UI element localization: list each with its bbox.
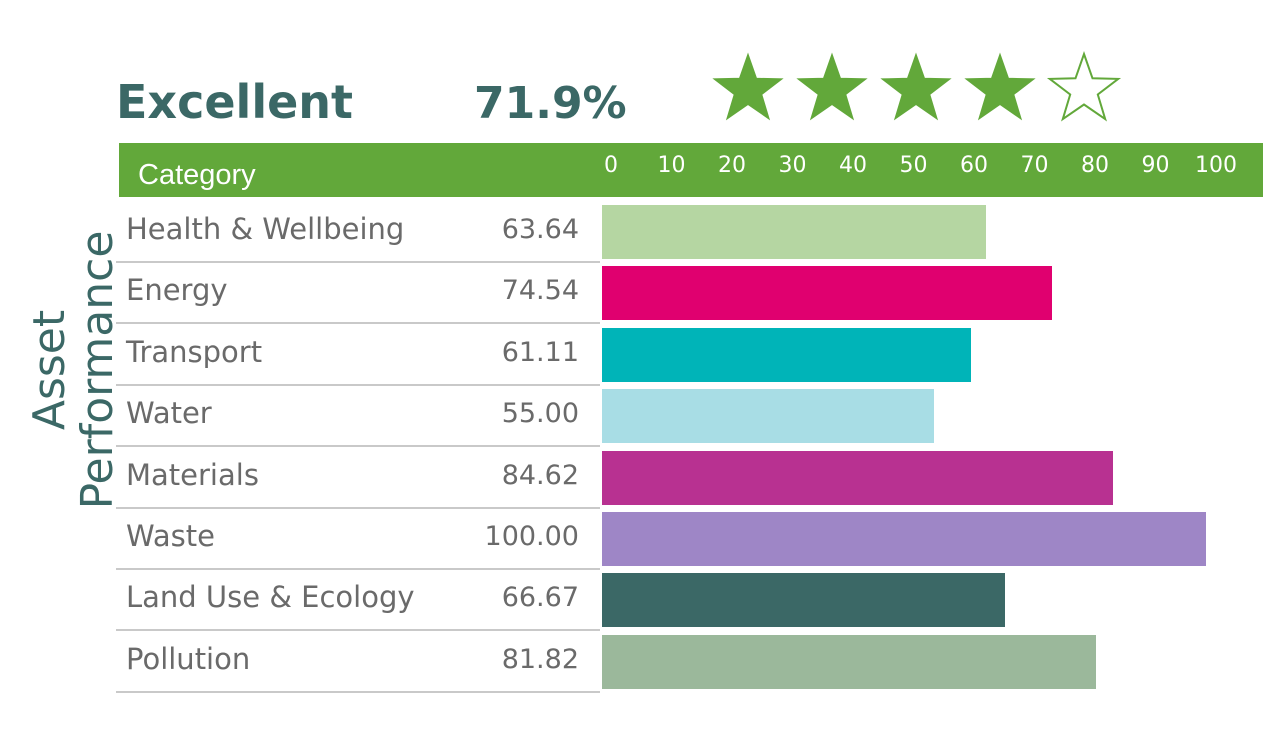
side-title: Asset Performance <box>24 230 123 510</box>
star-empty-icon <box>1046 50 1122 122</box>
x-tick-label: 30 <box>778 153 807 178</box>
row-divider <box>116 568 600 570</box>
category-label: Energy <box>126 273 228 308</box>
value-label: 63.64 <box>501 214 579 245</box>
star-filled-icon <box>964 52 1036 121</box>
side-title-line-1: Asset <box>24 309 75 431</box>
x-tick-label: 90 <box>1141 153 1170 178</box>
bar <box>602 450 1114 505</box>
x-tick-label: 100 <box>1195 153 1237 178</box>
row-divider <box>116 629 600 632</box>
x-tick-label: 10 <box>657 153 686 178</box>
category-header: Category <box>138 159 256 191</box>
value-label: 55.00 <box>501 398 579 430</box>
bar <box>602 389 935 444</box>
value-label: 100.00 <box>484 521 579 552</box>
row-divider <box>116 322 600 325</box>
star-filled-icon <box>712 52 784 121</box>
category-label: Transport <box>126 334 263 369</box>
category-label: Pollution <box>126 641 251 676</box>
row-divider <box>116 690 600 693</box>
x-tick-label: 70 <box>1020 153 1049 178</box>
row-divider <box>116 506 600 509</box>
row-divider <box>116 383 600 386</box>
chart-header-bar: Category 0 10 20 30 40 50 60 70 80 90 100 <box>119 143 1263 197</box>
star-filled-icon <box>796 52 868 121</box>
category-label: Water <box>126 396 212 431</box>
side-title-line-2: Performance <box>72 230 123 510</box>
x-tick-label: 50 <box>899 153 928 178</box>
category-label: Land Use & Ecology <box>126 580 415 615</box>
category-label: Materials <box>126 457 259 492</box>
x-tick-label: 80 <box>1081 153 1109 178</box>
value-label: 74.54 <box>501 275 579 307</box>
value-label: 84.62 <box>501 459 579 491</box>
bar <box>602 205 987 259</box>
bar <box>602 327 972 382</box>
bar <box>602 634 1097 689</box>
value-label: 81.82 <box>501 643 579 675</box>
category-label: Health & Wellbeing <box>126 212 405 246</box>
category-label: Waste <box>126 519 215 553</box>
star-filled-icon <box>880 52 952 121</box>
rating-label: Excellent <box>116 75 354 129</box>
value-label: 61.11 <box>501 336 579 368</box>
row-divider <box>116 445 600 448</box>
row-divider <box>116 261 600 263</box>
value-label: 66.67 <box>501 582 579 614</box>
bar <box>602 266 1053 321</box>
bar <box>602 512 1206 566</box>
star-rating <box>710 50 1210 126</box>
x-tick-label: 40 <box>839 153 867 178</box>
x-tick-label: 0 <box>604 153 618 178</box>
x-tick-label: 20 <box>718 153 746 178</box>
rating-score: 71.9% <box>474 78 627 129</box>
x-tick-label: 60 <box>960 153 988 178</box>
bar <box>602 573 1005 628</box>
